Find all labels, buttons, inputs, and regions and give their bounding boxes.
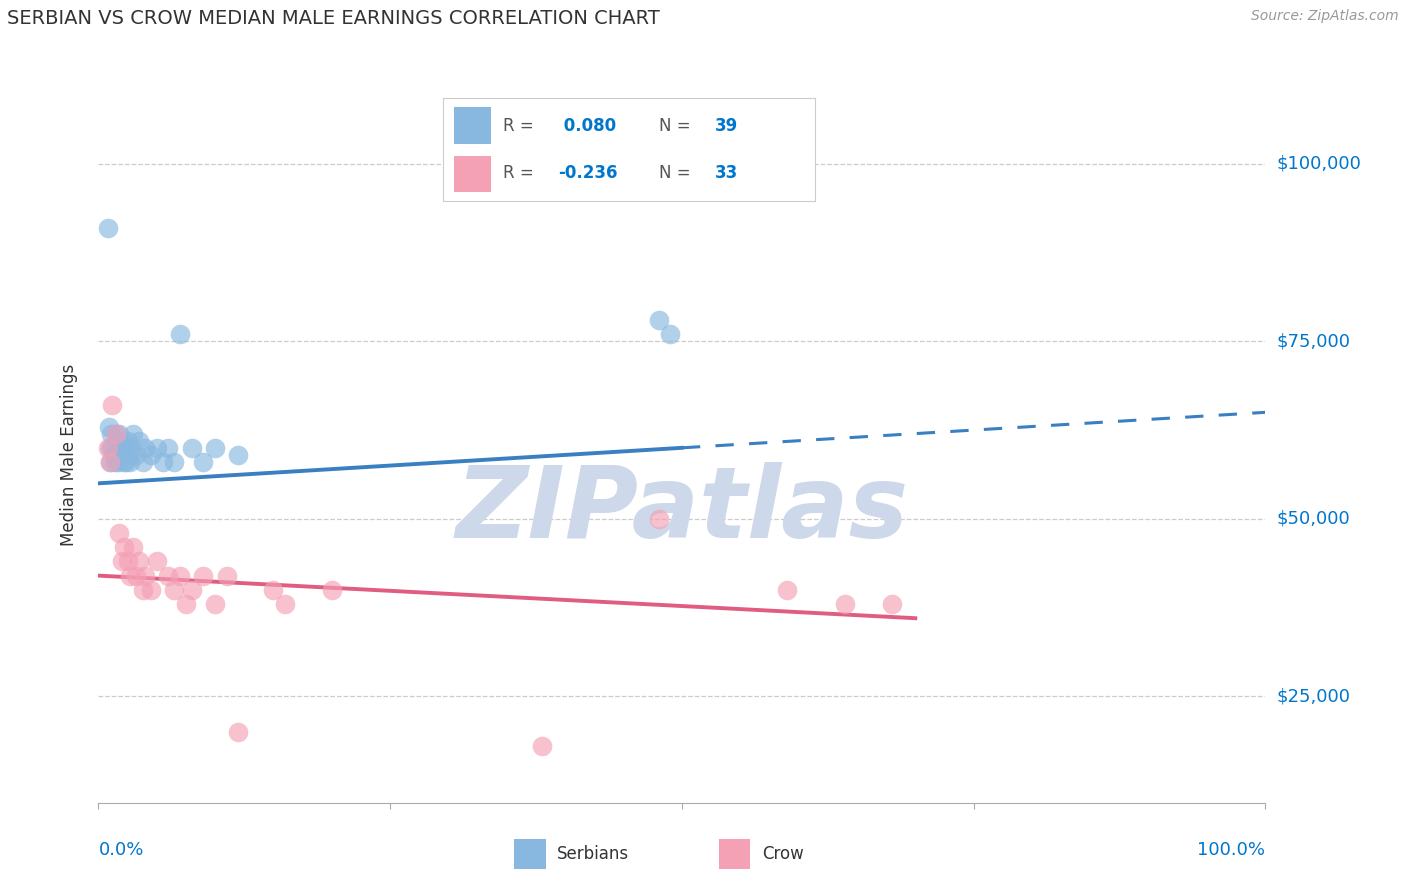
Point [104, 426, 127, 441]
Text: 39: 39 [714, 117, 738, 135]
Point [834, 597, 856, 611]
Text: $50,000: $50,000 [1277, 510, 1350, 528]
Point [111, 448, 134, 462]
Point [228, 448, 250, 462]
Point [101, 441, 124, 455]
Point [215, 568, 238, 582]
Point [228, 724, 250, 739]
Point [204, 597, 226, 611]
Point [169, 327, 191, 342]
Text: 0.0%: 0.0% [98, 841, 143, 859]
Point [274, 597, 297, 611]
Point [112, 540, 135, 554]
Point [128, 434, 150, 448]
Point [103, 448, 125, 462]
Point [659, 327, 682, 342]
Point [880, 597, 903, 611]
Point [117, 434, 139, 448]
Point [530, 739, 553, 753]
Point [118, 455, 141, 469]
Point [262, 582, 284, 597]
Point [118, 448, 141, 462]
Bar [718, 839, 751, 869]
Point [157, 568, 180, 582]
Point [163, 455, 186, 469]
Point [146, 554, 169, 568]
Point [122, 540, 145, 554]
Point [110, 441, 132, 455]
Text: 33: 33 [714, 164, 738, 182]
Point [180, 582, 202, 597]
Point [111, 434, 134, 448]
Point [146, 441, 169, 455]
Text: $25,000: $25,000 [1277, 688, 1351, 706]
Point [193, 455, 215, 469]
Point [108, 526, 131, 541]
Text: $75,000: $75,000 [1277, 333, 1351, 351]
Point [132, 455, 155, 469]
Point [107, 455, 129, 469]
Y-axis label: Median Male Earnings: Median Male Earnings [59, 364, 77, 546]
Point [117, 554, 139, 568]
Point [152, 455, 174, 469]
Point [111, 554, 134, 568]
Text: 0.080: 0.080 [558, 117, 616, 135]
Point [157, 441, 180, 455]
Point [97, 419, 120, 434]
Point [118, 568, 141, 582]
Text: N =: N = [659, 164, 696, 182]
Point [163, 582, 186, 597]
Point [134, 441, 156, 455]
Text: ZIPatlas: ZIPatlas [456, 462, 908, 559]
Text: -0.236: -0.236 [558, 164, 617, 182]
Text: $100,000: $100,000 [1277, 155, 1361, 173]
Point [112, 455, 135, 469]
Point [125, 568, 148, 582]
Point [139, 448, 162, 462]
Point [122, 426, 145, 441]
Point [193, 568, 215, 582]
Text: SERBIAN VS CROW MEDIAN MALE EARNINGS CORRELATION CHART: SERBIAN VS CROW MEDIAN MALE EARNINGS COR… [7, 9, 659, 28]
Point [125, 448, 148, 462]
Text: N =: N = [659, 117, 696, 135]
Text: Crow: Crow [762, 845, 804, 863]
Point [647, 313, 669, 327]
Point [104, 426, 127, 441]
Point [97, 441, 120, 455]
Bar [454, 155, 491, 193]
Point [321, 582, 343, 597]
Point [108, 426, 131, 441]
Point [105, 441, 128, 455]
Point [647, 512, 669, 526]
Point [98, 455, 121, 469]
Point [120, 441, 142, 455]
Text: R =: R = [502, 164, 538, 182]
Point [98, 441, 121, 455]
Text: Source: ZipAtlas.com: Source: ZipAtlas.com [1251, 9, 1399, 23]
Point [128, 554, 150, 568]
Point [776, 582, 799, 597]
Text: R =: R = [502, 117, 538, 135]
Point [204, 441, 226, 455]
Point [174, 597, 197, 611]
Point [101, 398, 124, 412]
Bar [515, 839, 546, 869]
Point [100, 426, 122, 441]
Point [104, 455, 127, 469]
Point [98, 455, 121, 469]
Bar [454, 107, 491, 145]
Point [132, 582, 155, 597]
Point [115, 455, 138, 469]
Point [139, 582, 162, 597]
Text: 100.0%: 100.0% [1198, 841, 1265, 859]
Point [169, 568, 191, 582]
Point [97, 220, 120, 235]
Text: Serbians: Serbians [557, 845, 630, 863]
Point [114, 441, 136, 455]
Point [180, 441, 202, 455]
Point [134, 568, 156, 582]
